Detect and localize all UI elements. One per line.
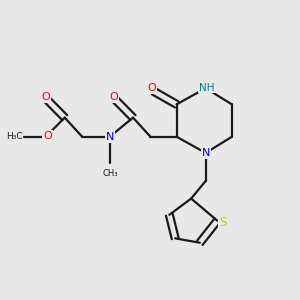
- Text: N: N: [202, 148, 210, 158]
- Text: O: O: [110, 92, 118, 102]
- Text: O: O: [43, 131, 52, 141]
- Text: CH₃: CH₃: [102, 169, 118, 178]
- Text: N: N: [106, 132, 115, 142]
- Text: O: O: [41, 92, 50, 102]
- Text: O: O: [148, 83, 156, 93]
- Text: H₃C: H₃C: [6, 132, 22, 141]
- Text: S: S: [219, 216, 226, 229]
- Text: NH: NH: [199, 82, 214, 93]
